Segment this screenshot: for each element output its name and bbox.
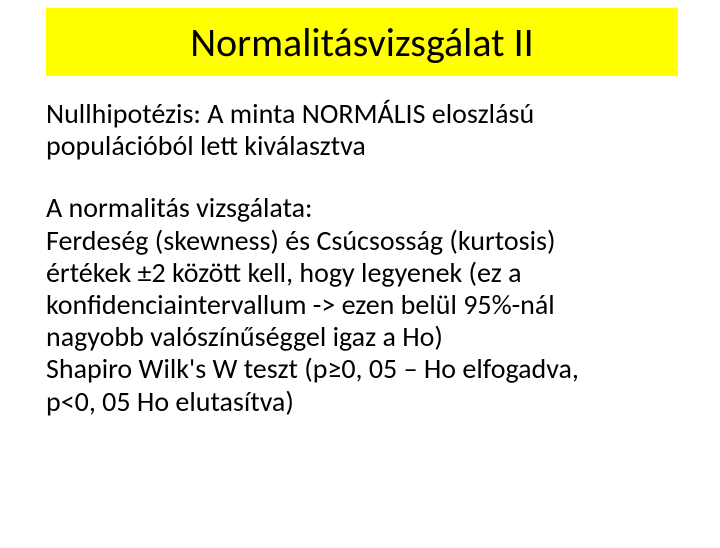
- text-line: A normalitás vizsgálata:: [46, 192, 674, 224]
- title-bar: Normalitásvizsgálat II: [46, 8, 678, 76]
- text-line: Nullhipotézis: A minta NORMÁLIS eloszlás…: [46, 98, 674, 130]
- content-area: Nullhipotézis: A minta NORMÁLIS eloszlás…: [46, 98, 674, 418]
- text-line: populációból lett kiválasztva: [46, 130, 674, 162]
- hypothesis-block: Nullhipotézis: A minta NORMÁLIS eloszlás…: [46, 98, 674, 162]
- text-line: Shapiro Wilk's W teszt (p≥0, 05 – Ho elf…: [46, 353, 674, 385]
- text-line: nagyobb valószínűséggel igaz a Ho): [46, 321, 674, 353]
- text-line: konfidenciaintervallum -> ezen belül 95%…: [46, 289, 674, 321]
- normality-block: A normalitás vizsgálata: Ferdeség (skewn…: [46, 192, 674, 417]
- text-line: Ferdeség (skewness) és Csúcsosság (kurto…: [46, 225, 674, 257]
- slide-title: Normalitásvizsgálat II: [190, 18, 534, 67]
- text-line: p<0, 05 Ho elutasítva): [46, 386, 674, 418]
- text-line: értékek ±2 között kell, hogy legyenek (e…: [46, 257, 674, 289]
